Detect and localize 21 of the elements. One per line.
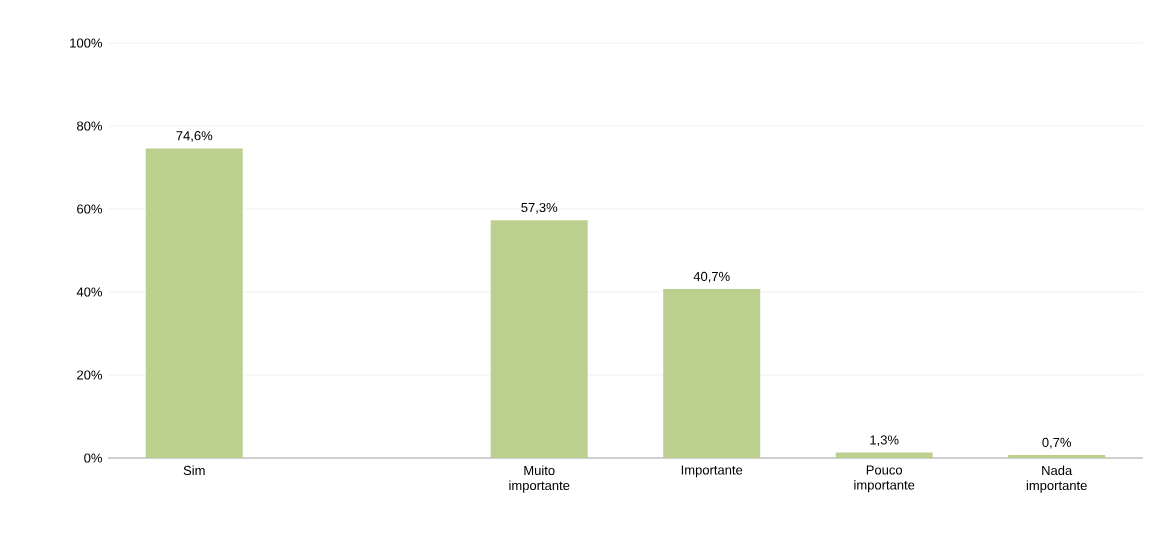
y-tick-label: 0%	[84, 453, 103, 463]
y-tick-label: 80%	[77, 121, 103, 131]
y-tick-label: 20%	[77, 370, 103, 380]
y-tick-label: 60%	[77, 204, 103, 214]
y-tick-label: 40%	[76, 287, 103, 297]
bar	[663, 289, 761, 458]
bar	[145, 148, 243, 458]
x-tick-label: Pouco importante	[854, 465, 915, 493]
data-label: 1,3%	[870, 435, 899, 447]
x-tick-label: Sim	[183, 465, 205, 476]
bar	[835, 452, 933, 458]
bar	[1008, 455, 1106, 458]
data-label: 74,6%	[176, 131, 213, 142]
data-label: 40,7%	[693, 271, 730, 283]
bar	[490, 220, 588, 458]
x-tick-label: Muito importante	[509, 465, 570, 493]
x-tick-label: Nada importante	[1026, 465, 1087, 493]
x-tick-label: Importante	[681, 465, 743, 478]
y-tick-label: 100%	[70, 38, 103, 48]
data-label: 0,7%	[1042, 437, 1072, 449]
data-label: 57,3%	[521, 202, 558, 214]
